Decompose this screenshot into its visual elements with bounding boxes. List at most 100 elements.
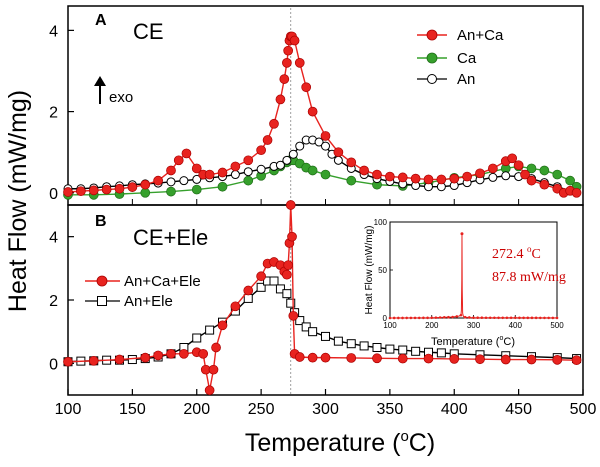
data-point-ca [346, 175, 357, 186]
data-point-ca [552, 169, 563, 180]
legend-marker-square-b [97, 296, 107, 306]
inset-data-point [555, 316, 559, 320]
inset-data-point [480, 316, 484, 320]
inset-y-tick-label: 50 [378, 266, 387, 275]
data-point-an-ca [283, 45, 294, 56]
inset-data-point [422, 316, 425, 320]
panel-a-legend: An+Ca Ca An [417, 27, 504, 88]
inset-data-point [438, 316, 442, 319]
inset-data-point [405, 316, 409, 320]
data-point-an-ca-ele [208, 364, 219, 375]
legend-marker-black [427, 74, 437, 84]
data-point-an-ca [269, 118, 279, 129]
inset-data-point [463, 315, 467, 319]
data-point-an [256, 164, 266, 174]
data-point-an [230, 170, 240, 180]
inset-y-tick-label: 0 [383, 314, 388, 323]
data-point-an-ca [539, 179, 550, 190]
legend-label-an: An [457, 71, 475, 88]
data-point-an-ca [217, 167, 228, 178]
y-tick-label-b: 0 [49, 356, 58, 373]
data-point-an-ele [436, 348, 446, 358]
data-point-an-ca [256, 145, 266, 156]
x-tick-label: 150 [119, 401, 146, 418]
data-point-an-ca-ele [287, 231, 297, 242]
x-tick-label: 500 [570, 401, 597, 418]
data-point-ca [320, 169, 331, 180]
data-point-an-ca-ele [243, 285, 254, 296]
data-point-an-ca [488, 163, 498, 174]
data-point-an-ca-ele [397, 353, 408, 364]
data-point-an [192, 174, 202, 184]
data-point-ca [140, 187, 151, 198]
data-point-an-ca-ele [320, 352, 331, 363]
data-point-an-ca [410, 173, 421, 184]
data-point-an-ca [436, 174, 447, 185]
inset-data-point [551, 316, 555, 320]
data-point-an-ca [346, 157, 357, 168]
data-point-an-ca [279, 74, 290, 84]
data-point-an-ca [153, 175, 163, 186]
data-point-an-ca [114, 183, 125, 194]
legend-label-an-ele: An+Ele [124, 293, 173, 310]
inset-annotation-flow: 87.8 mW/mg [492, 270, 566, 285]
data-point-an-ca [526, 175, 537, 186]
data-point-an-ca-ele [372, 353, 382, 364]
data-point-an-ele [205, 325, 215, 335]
inset-data-point [455, 315, 459, 318]
data-point-an [166, 177, 176, 187]
data-point-an-ca [101, 184, 112, 195]
data-point-an-ca [289, 35, 300, 46]
inset-data-point [442, 316, 446, 319]
legend-marker-green [426, 52, 438, 64]
data-point-an-ca-ele [288, 310, 299, 321]
inset-x-tick-label: 200 [425, 321, 439, 330]
data-point-an-ele [308, 327, 318, 337]
y-tick-label-b: 2 [49, 293, 58, 310]
data-point-an-ca-ele [114, 354, 125, 365]
panel-a-label: CE [133, 19, 164, 44]
inset-data-point [472, 316, 475, 320]
inset-y-axis-label: Heat Flow (mW/mg) [364, 226, 375, 315]
data-point-an-ca-ele [552, 355, 563, 365]
data-point-an-ca [282, 58, 292, 68]
data-point-an-ca [475, 168, 485, 179]
data-point-an-ca [76, 186, 86, 197]
inset-data-point [409, 316, 413, 320]
inset-data-point [476, 316, 479, 320]
data-point-an-ca-ele [285, 200, 296, 210]
data-point-an-ele [372, 343, 382, 352]
data-point-ca [243, 175, 254, 186]
legend-marker-red-b [96, 275, 108, 287]
data-point-an-ca-ele [307, 352, 318, 363]
panel-b-plot [63, 200, 582, 396]
inset-peak-point [460, 232, 464, 236]
data-point-an-ca [359, 165, 369, 176]
inset-x-tick-label: 400 [509, 321, 523, 330]
inset-data-point [459, 313, 463, 317]
data-point-an-ca [173, 155, 184, 166]
data-point-ca [191, 184, 202, 195]
y-tick-label-a: 0 [49, 186, 58, 203]
data-point-an-ca [243, 155, 254, 166]
inset-data-point [539, 316, 542, 320]
data-point-an-ele [398, 345, 408, 355]
data-point-an-ca-ele [500, 354, 511, 365]
inset-x-tick-label: 300 [467, 321, 481, 330]
x-tick-label: 450 [505, 401, 532, 418]
data-point-an-ca-ele [204, 385, 215, 396]
data-point-an-ca [333, 147, 344, 158]
data-point-ca [539, 165, 550, 176]
y-tick-label-a: 2 [49, 105, 58, 122]
y-axis-label: Heat Flow (mW/mg) [4, 90, 32, 312]
data-point-an-ca-ele [526, 354, 537, 365]
data-point-an-ele [243, 293, 253, 303]
data-point-an-ca [191, 163, 202, 174]
data-point-an-ca-ele [423, 353, 434, 364]
data-point-an-ca [320, 131, 331, 141]
panel-b-letter: B [95, 213, 107, 230]
data-point-an-ele [321, 331, 330, 341]
data-point-an-ca [423, 174, 434, 185]
inset-x-axis-label: Temperature (oC) [431, 335, 515, 348]
